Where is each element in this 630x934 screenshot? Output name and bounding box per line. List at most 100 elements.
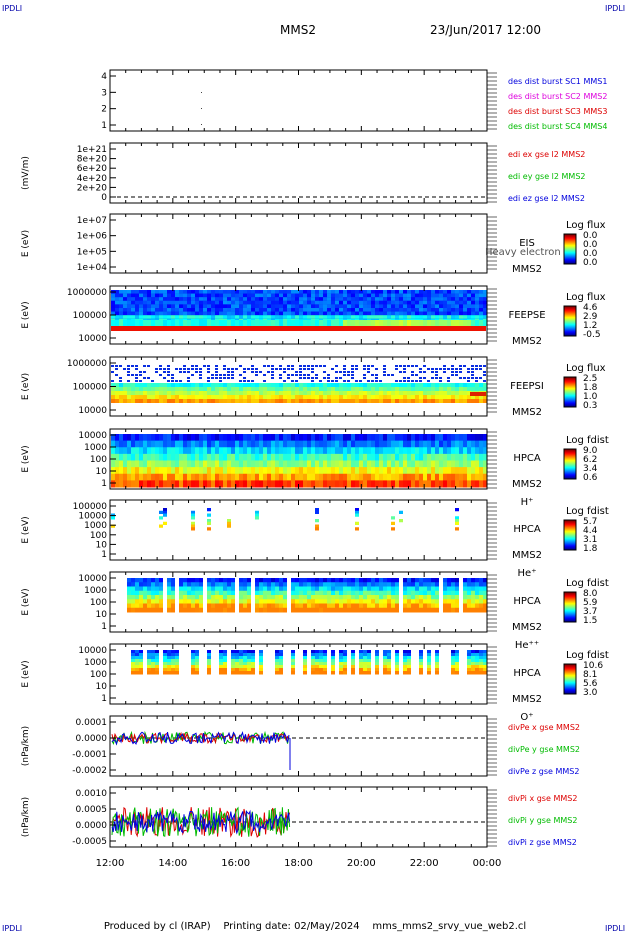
hpca-cell bbox=[483, 480, 487, 488]
feepsi-cell bbox=[127, 371, 130, 373]
y-tick-label: 1e+21 bbox=[77, 145, 107, 155]
hpca-cell bbox=[231, 434, 235, 442]
feepsi-cell bbox=[251, 395, 255, 399]
colorbar-cell bbox=[564, 247, 576, 249]
hpca-cell bbox=[395, 599, 399, 604]
hpca-cell bbox=[207, 586, 211, 592]
feepse-cell bbox=[275, 297, 279, 301]
hpca-cell bbox=[191, 473, 195, 481]
hpca-cell bbox=[259, 659, 263, 663]
hpca-cell bbox=[443, 434, 447, 442]
hpca-cell bbox=[475, 480, 479, 488]
hpca-cell bbox=[467, 578, 471, 583]
hpca-cell bbox=[223, 656, 227, 660]
hpca-cell bbox=[167, 659, 171, 663]
colorbar-cell bbox=[564, 542, 576, 544]
feepse-cell bbox=[335, 290, 339, 294]
feepse-cell bbox=[431, 300, 435, 305]
colorbar-cell bbox=[564, 402, 576, 404]
feepse-cell bbox=[175, 293, 179, 298]
hpca-cell bbox=[135, 590, 139, 596]
hpca-cell bbox=[479, 440, 483, 448]
feepse-cell bbox=[187, 311, 191, 316]
hpca-cell bbox=[455, 599, 459, 604]
feepsi-cell bbox=[119, 377, 122, 379]
feepse-cell bbox=[315, 311, 319, 316]
colorbar-cell bbox=[564, 474, 576, 476]
feepsi-cell bbox=[463, 387, 467, 391]
feepse-cell bbox=[267, 290, 271, 294]
feepse-cell bbox=[195, 311, 199, 316]
feepsi-cell bbox=[123, 368, 126, 370]
colorbar-cell bbox=[564, 314, 576, 316]
hpca-cell bbox=[191, 659, 195, 663]
hpca-cell bbox=[323, 582, 327, 587]
hpca-cell bbox=[219, 603, 223, 609]
feepsi-cell bbox=[447, 383, 451, 387]
feepsi-cell bbox=[195, 371, 198, 373]
feepse-cell bbox=[255, 308, 259, 312]
feepse-cell bbox=[455, 315, 459, 319]
feepse-cell bbox=[363, 320, 367, 326]
feepsi-cell bbox=[367, 368, 370, 370]
hpca-cell bbox=[191, 516, 195, 520]
feepse-cell bbox=[179, 311, 183, 316]
hpca-cell bbox=[243, 582, 247, 587]
feepsi-cell bbox=[343, 399, 347, 403]
y-tick-label: 1 bbox=[101, 121, 107, 131]
hpca-cell bbox=[135, 434, 139, 442]
hpca-cell bbox=[311, 434, 315, 442]
hpca-cell bbox=[195, 671, 199, 675]
hpca-cell bbox=[263, 434, 267, 442]
feepsi-cell bbox=[371, 374, 374, 376]
feepsi-cell bbox=[383, 374, 386, 376]
hpca-cell bbox=[191, 650, 195, 654]
hpca-cell bbox=[371, 473, 375, 481]
hpca-cell bbox=[159, 453, 163, 461]
feepse-cell bbox=[215, 320, 219, 326]
hpca-cell bbox=[115, 460, 119, 468]
hpca-cell bbox=[231, 467, 235, 475]
hpca-cell bbox=[203, 460, 207, 468]
feepse-cell bbox=[195, 297, 199, 301]
feepse-cell bbox=[227, 315, 231, 319]
hpca-cell bbox=[439, 453, 443, 461]
feepse-cell bbox=[227, 300, 231, 305]
feepse-cell bbox=[155, 293, 159, 298]
hpca-cell bbox=[183, 607, 187, 613]
hpca-cell bbox=[475, 662, 479, 666]
feepse-cell bbox=[143, 290, 147, 294]
feepsi-cell bbox=[347, 383, 351, 387]
colorbar-cell bbox=[564, 310, 576, 312]
colorbar-tick-label: 1.8 bbox=[583, 544, 598, 554]
feepse-cell bbox=[223, 293, 227, 298]
hpca-cell bbox=[291, 599, 295, 604]
legend-entry: divPi z gse MMS2 bbox=[508, 838, 577, 847]
feepsi-cell bbox=[127, 391, 131, 395]
feepsi-cell bbox=[151, 380, 154, 382]
hpca-cell bbox=[239, 586, 243, 592]
hpca-cell bbox=[167, 447, 171, 455]
y-tick-label: 10 bbox=[96, 467, 108, 477]
colorbar-cell bbox=[564, 382, 576, 384]
feepsi-cell bbox=[223, 374, 226, 376]
hpca-cell bbox=[115, 480, 119, 488]
feepse-cell bbox=[419, 315, 423, 319]
feepse-cell bbox=[219, 304, 223, 308]
hpca-cell bbox=[371, 582, 375, 587]
feepse-cell bbox=[343, 290, 347, 294]
hpca-cell bbox=[307, 607, 311, 613]
feepse-cell bbox=[443, 308, 447, 312]
hpca-cell bbox=[243, 656, 247, 660]
feepsi-cell bbox=[139, 387, 143, 391]
feepse-cell bbox=[407, 308, 411, 312]
feepsi-cell bbox=[467, 395, 471, 399]
hpca-cell bbox=[195, 578, 199, 583]
hpca-cell bbox=[415, 440, 419, 448]
colorbar-tick-label: 0.6 bbox=[583, 473, 598, 483]
feepse-cell bbox=[175, 311, 179, 316]
hpca-cell bbox=[199, 595, 203, 600]
hpca-cell bbox=[375, 607, 379, 613]
feepse-cell bbox=[323, 308, 327, 312]
